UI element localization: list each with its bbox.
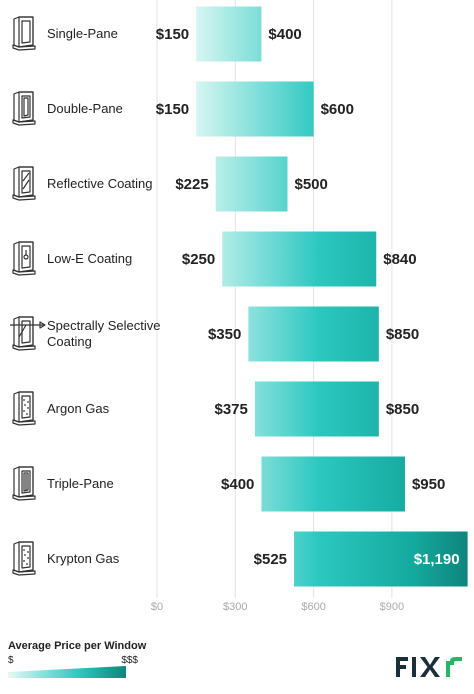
reflective-window-icon [12, 166, 36, 201]
range-bar [254, 381, 379, 437]
low-value-label: $400 [221, 476, 254, 493]
category-label: Krypton Gas [47, 551, 120, 566]
range-bar [215, 156, 288, 212]
category-label: Triple-Pane [47, 476, 114, 491]
category-label: Reflective Coating [47, 176, 153, 191]
krypton-gas-window-icon [12, 541, 36, 576]
price-range-chart: $0 $300 $600 $900 Single-Pane $150 $400 Double-… [10, 0, 468, 613]
range-bar [222, 231, 377, 287]
high-value-label: $500 [295, 176, 328, 193]
legend-scale: $ $$$ [8, 652, 138, 666]
argon-gas-window-icon [12, 391, 36, 426]
range-bar [196, 6, 262, 62]
high-value-label: $950 [412, 476, 445, 493]
category-label: Single-Pane [47, 26, 118, 41]
spectrally-selective-window-icon [10, 316, 46, 351]
low-value-label: $525 [254, 551, 287, 568]
x-tick-label: $300 [223, 601, 247, 613]
range-bar [261, 456, 405, 512]
double-pane-window-icon [12, 91, 36, 126]
category-label: Low-E Coating [47, 251, 132, 266]
high-value-label: $850 [386, 401, 419, 418]
high-value-label: $400 [268, 26, 301, 43]
low-e-window-icon [12, 241, 36, 276]
x-tick-label: $0 [151, 601, 163, 613]
range-bar [294, 531, 468, 587]
triple-pane-window-icon [12, 466, 36, 501]
low-value-label: $350 [208, 326, 241, 343]
low-value-label: $375 [215, 401, 248, 418]
high-value-label: $840 [383, 251, 416, 268]
single-pane-window-icon [12, 16, 36, 51]
range-bar [248, 306, 379, 362]
legend-gradient-wedge [8, 666, 138, 678]
price-legend: Average Price per Window $ $$$ [8, 640, 147, 678]
fixr-logo [394, 655, 466, 684]
low-value-label: $225 [175, 176, 208, 193]
legend-title: Average Price per Window [8, 640, 147, 652]
low-value-label: $150 [156, 26, 189, 43]
x-tick-label: $900 [380, 601, 404, 613]
range-bar [196, 81, 314, 137]
high-value-label: $1,190 [414, 551, 460, 568]
high-value-label: $850 [386, 326, 419, 343]
legend-low-label: $ [8, 655, 14, 666]
category-label: Spectrally Selective Coating [47, 318, 160, 349]
legend-high-label: $$$ [121, 655, 138, 666]
category-label: Argon Gas [47, 401, 110, 416]
high-value-label: $600 [321, 101, 354, 118]
x-tick-label: $600 [301, 601, 325, 613]
category-label: Double-Pane [47, 101, 123, 116]
low-value-label: $150 [156, 101, 189, 118]
low-value-label: $250 [182, 251, 215, 268]
